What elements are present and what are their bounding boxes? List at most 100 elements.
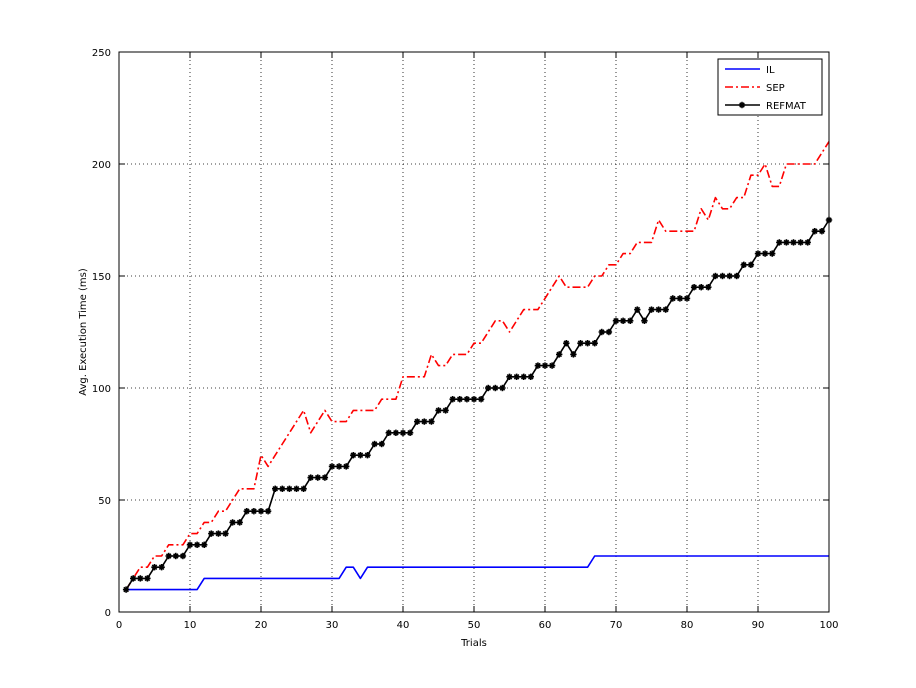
data-point-refmat bbox=[193, 541, 201, 548]
data-point-refmat bbox=[669, 295, 676, 302]
series-line-sep bbox=[125, 141, 830, 591]
data-point-refmat bbox=[790, 239, 797, 246]
data-point-refmat bbox=[172, 552, 179, 560]
x-tick-label: 80 bbox=[681, 620, 694, 631]
data-point-refmat bbox=[485, 384, 492, 392]
x-tick-label: 100 bbox=[819, 620, 838, 631]
data-point-refmat bbox=[463, 396, 471, 403]
legend-label-refmat: REFMAT bbox=[766, 101, 807, 112]
data-point-refmat bbox=[293, 485, 300, 492]
data-point-refmat bbox=[712, 272, 719, 280]
data-point-refmat bbox=[364, 452, 371, 459]
x-tick-label: 20 bbox=[255, 620, 268, 631]
data-point-refmat bbox=[236, 519, 243, 526]
data-point-refmat bbox=[470, 396, 478, 403]
data-point-refmat bbox=[186, 541, 194, 548]
data-point-refmat bbox=[421, 418, 428, 425]
y-tick-label: 50 bbox=[98, 496, 111, 507]
data-point-refmat bbox=[655, 306, 662, 313]
data-point-refmat bbox=[307, 474, 314, 481]
data-point-refmat bbox=[754, 250, 762, 257]
data-point-refmat bbox=[683, 295, 691, 302]
y-tick-label: 200 bbox=[92, 160, 111, 171]
x-tick-label: 60 bbox=[539, 620, 552, 631]
legend-label-il: IL bbox=[766, 65, 775, 76]
data-point-refmat bbox=[406, 429, 414, 436]
data-point-refmat bbox=[662, 306, 669, 313]
data-point-refmat bbox=[122, 586, 130, 593]
legend-marker-refmat bbox=[738, 101, 746, 109]
data-point-refmat bbox=[797, 239, 804, 246]
data-point-refmat bbox=[264, 508, 272, 515]
x-tick-label: 10 bbox=[184, 620, 197, 631]
data-point-refmat bbox=[499, 384, 506, 392]
data-point-refmat bbox=[726, 272, 733, 280]
data-point-refmat bbox=[641, 317, 648, 324]
data-point-refmat bbox=[570, 351, 577, 358]
data-point-refmat bbox=[520, 373, 527, 380]
data-point-refmat bbox=[769, 250, 776, 257]
data-point-refmat bbox=[690, 284, 698, 291]
axis-ticks bbox=[118, 51, 830, 613]
data-point-refmat bbox=[257, 508, 265, 515]
data-point-refmat bbox=[286, 485, 293, 492]
data-point-refmat bbox=[350, 452, 357, 459]
data-point-refmat bbox=[584, 340, 591, 347]
y-tick-label: 150 bbox=[92, 272, 111, 283]
data-point-refmat bbox=[804, 239, 811, 246]
data-point-refmat bbox=[492, 384, 499, 392]
data-point-refmat bbox=[442, 407, 449, 414]
data-point-refmat bbox=[761, 250, 769, 257]
data-point-refmat bbox=[201, 541, 208, 548]
series-line-refmat bbox=[125, 219, 830, 591]
data-point-refmat bbox=[165, 552, 172, 560]
data-point-refmat bbox=[399, 429, 407, 436]
data-point-refmat bbox=[428, 418, 435, 425]
x-tick-label: 40 bbox=[397, 620, 410, 631]
data-point-refmat bbox=[229, 519, 236, 526]
data-point-refmat bbox=[243, 508, 250, 515]
x-tick-labels: 0 10 20 30 40 50 60 70 80 90 100 bbox=[116, 620, 839, 631]
series-line-il bbox=[126, 555, 829, 591]
y-tick-label: 250 bbox=[92, 48, 111, 59]
data-point-refmat bbox=[676, 295, 684, 302]
data-point-refmat bbox=[818, 228, 826, 235]
data-point-refmat bbox=[130, 575, 137, 582]
data-point-refmat bbox=[605, 328, 613, 336]
data-point-refmat bbox=[343, 463, 350, 470]
data-point-refmat bbox=[279, 485, 286, 492]
data-point-refmat bbox=[151, 564, 158, 571]
y-tick-label: 0 bbox=[105, 608, 111, 619]
data-point-refmat bbox=[456, 396, 463, 403]
data-point-refmat bbox=[477, 396, 485, 403]
x-tick-label: 50 bbox=[468, 620, 481, 631]
data-point-refmat bbox=[534, 362, 542, 369]
data-point-refmat bbox=[811, 228, 818, 235]
data-point-refmat bbox=[783, 239, 790, 246]
data-point-refmat bbox=[300, 485, 307, 492]
data-point-refmat bbox=[648, 306, 655, 313]
legend-marker-star bbox=[738, 101, 746, 109]
data-point-refmat bbox=[577, 340, 584, 347]
data-point-refmat bbox=[506, 373, 513, 380]
data-point-refmat bbox=[527, 373, 534, 380]
x-tick-label: 0 bbox=[116, 620, 122, 631]
legend: IL SEP REFMAT bbox=[717, 58, 823, 116]
data-point-refmat bbox=[627, 317, 634, 324]
data-point-refmat bbox=[414, 418, 421, 425]
data-point-refmat bbox=[619, 317, 627, 324]
data-point-refmat bbox=[563, 340, 570, 347]
data-point-refmat bbox=[144, 575, 151, 582]
data-point-refmat bbox=[698, 284, 705, 291]
data-point-refmat bbox=[548, 362, 556, 369]
x-axis-label: Trials bbox=[460, 638, 487, 649]
data-point-refmat bbox=[314, 474, 321, 481]
y-axis-label: Avg. Execution Time (ms) bbox=[78, 268, 89, 396]
grid-lines bbox=[119, 52, 829, 612]
data-point-refmat bbox=[137, 575, 144, 582]
data-point-refmat bbox=[634, 306, 641, 313]
data-point-refmat bbox=[378, 440, 385, 448]
legend-label-sep: SEP bbox=[766, 83, 785, 94]
data-point-refmat bbox=[719, 272, 726, 280]
